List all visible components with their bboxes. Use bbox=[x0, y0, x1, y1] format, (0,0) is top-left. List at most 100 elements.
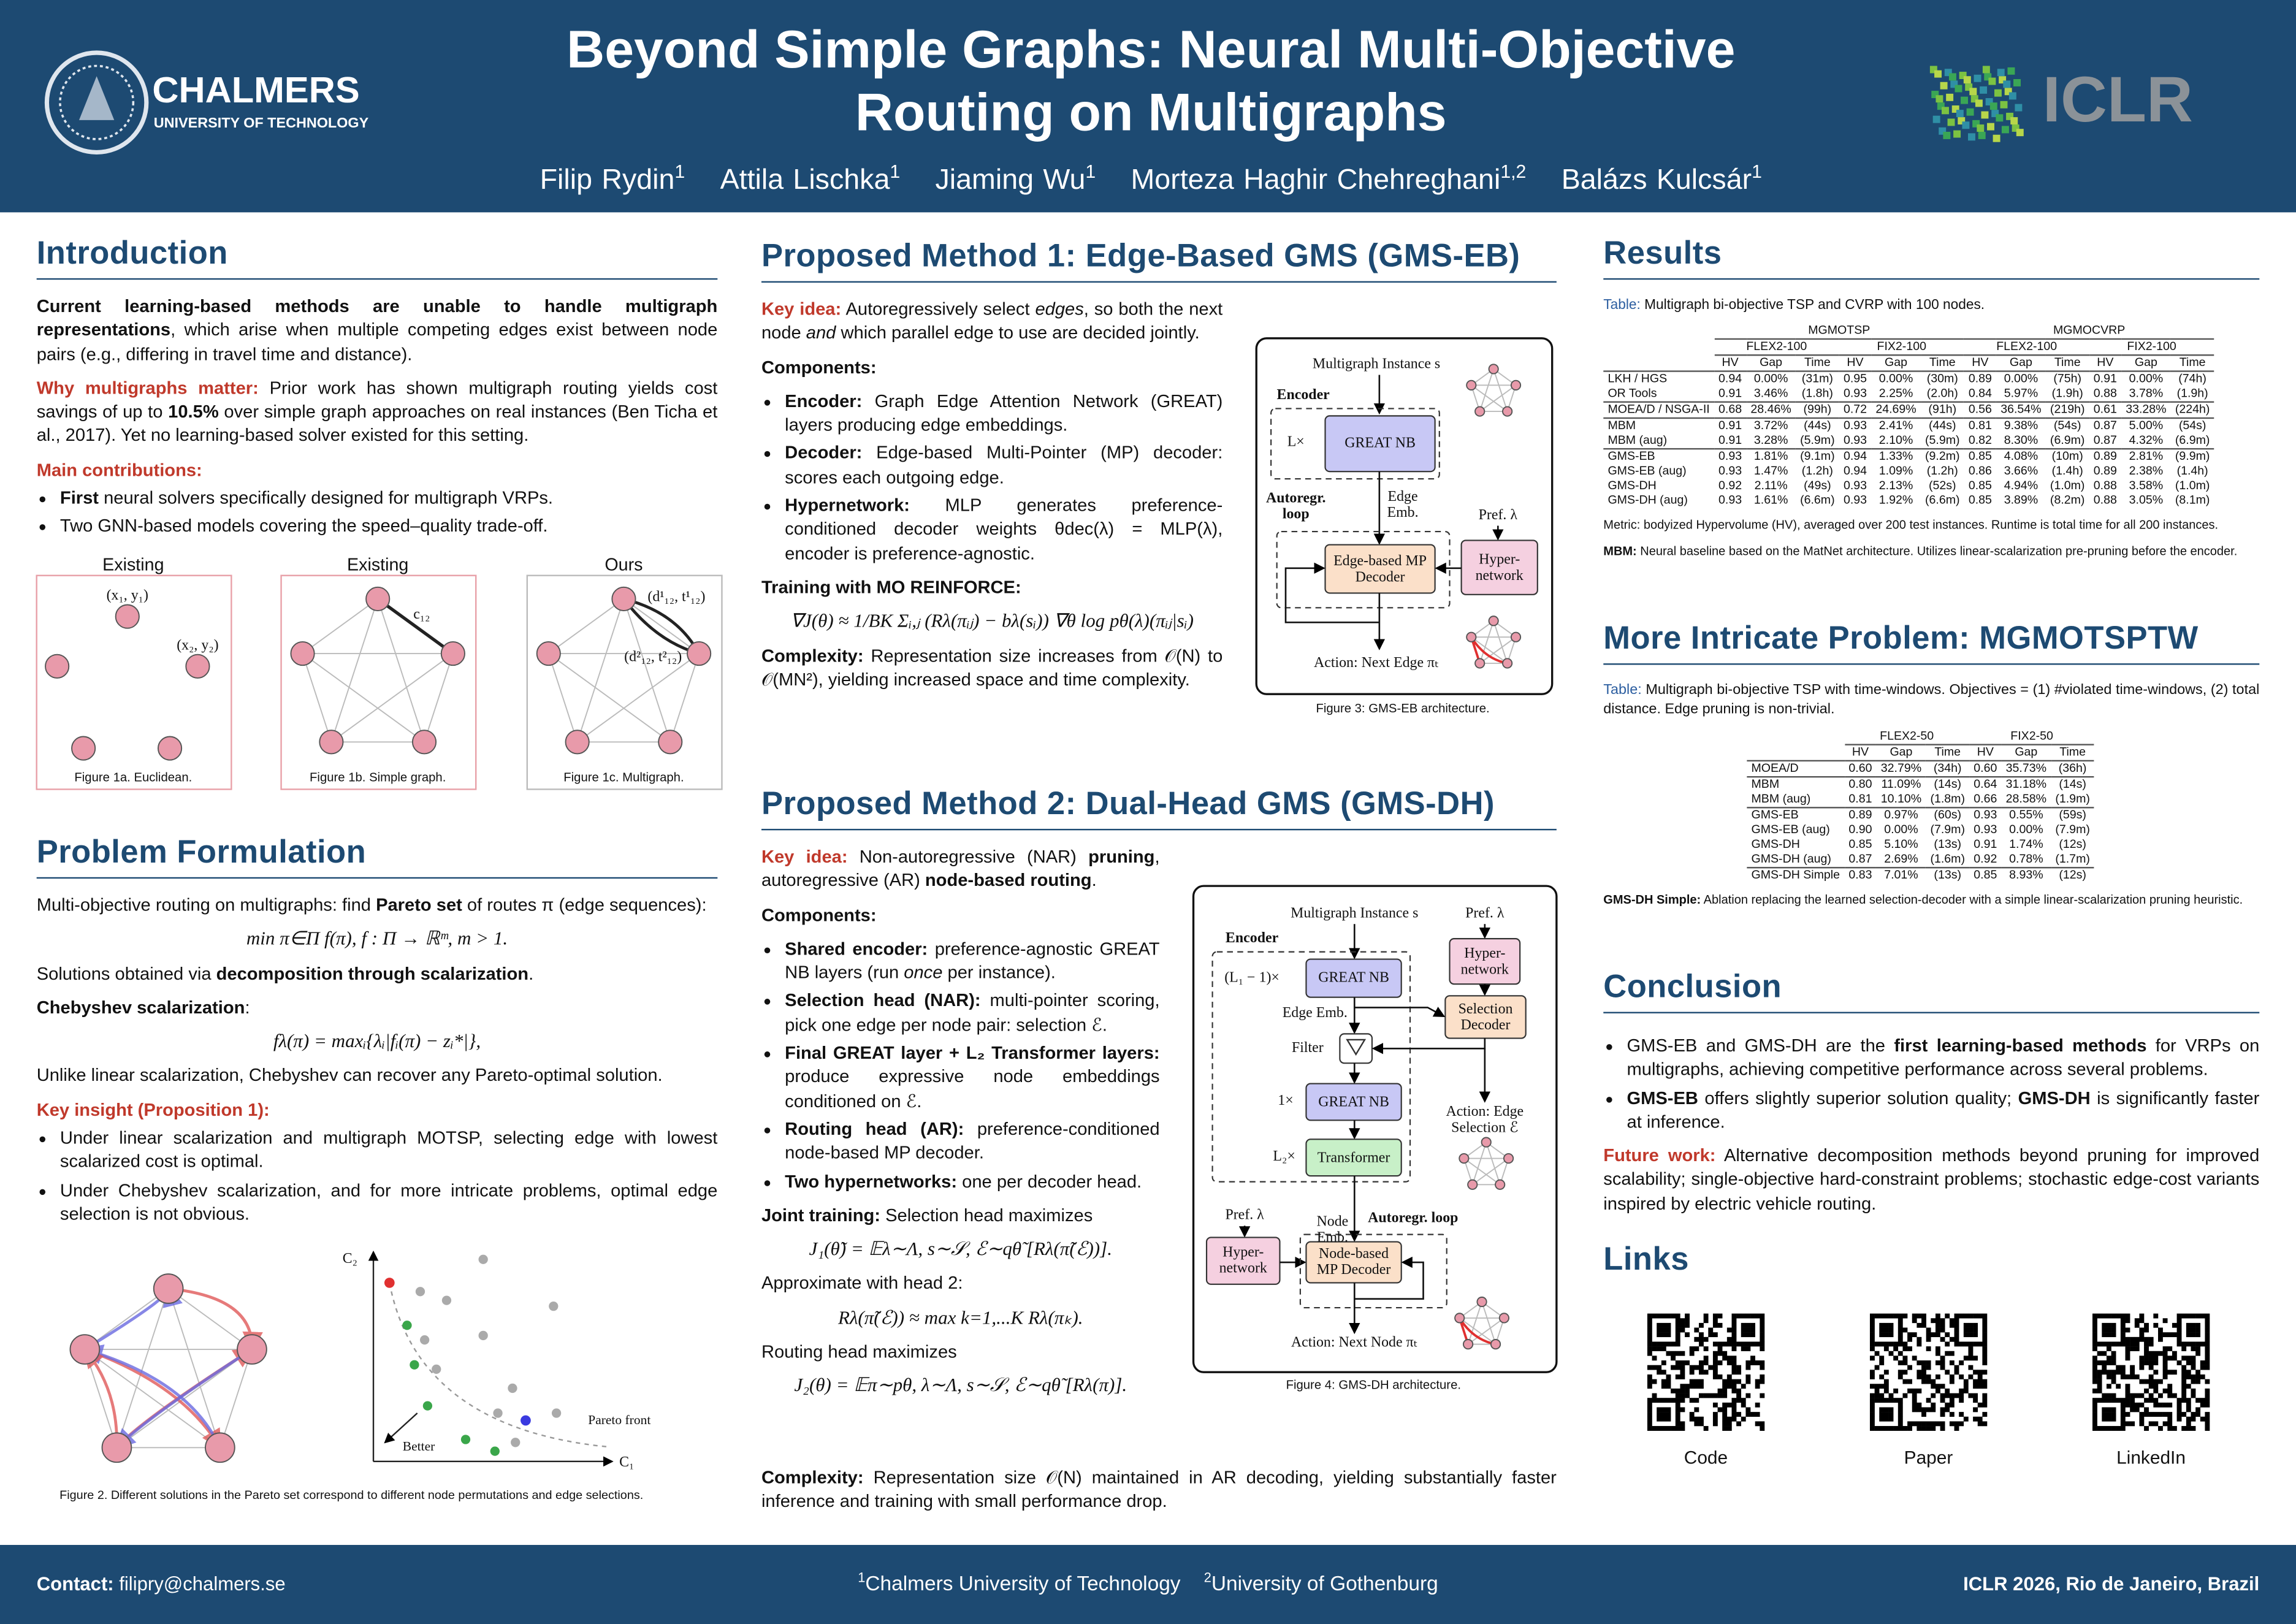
qr-module bbox=[1963, 1341, 1969, 1347]
qr-module bbox=[1726, 1336, 1732, 1342]
qr-module bbox=[1888, 1351, 1894, 1356]
qr-module bbox=[2111, 1332, 2116, 1338]
text-run: first learning-based methods bbox=[1894, 1035, 2147, 1056]
qr-module bbox=[2195, 1398, 2201, 1403]
qr-module bbox=[2172, 1332, 2177, 1338]
qr-module bbox=[1657, 1332, 1662, 1338]
qr-module bbox=[1926, 1336, 1931, 1342]
footer: Contact: filipry@chalmers.se 1Chalmers U… bbox=[0, 1545, 2296, 1624]
data-table: MGMOTSP MGMOCVRP FLEX2-100 FIX2-100 FLEX2-10… bbox=[1603, 323, 2214, 508]
qr-module bbox=[1959, 1421, 1964, 1427]
qr-module bbox=[1935, 1421, 1940, 1427]
qr-module bbox=[1657, 1341, 1662, 1347]
affiliation-number: 1 bbox=[858, 1569, 866, 1585]
qr-module bbox=[2092, 1318, 2097, 1324]
qr-module bbox=[1671, 1388, 1676, 1393]
qr-module bbox=[2134, 1318, 2140, 1324]
table-cell: 5.10% bbox=[1884, 837, 1918, 851]
qr-module bbox=[1703, 1360, 1709, 1365]
qr-module bbox=[1647, 1379, 1652, 1384]
figure-label: 1× bbox=[1278, 1093, 1294, 1110]
column-group: MGMOTSP bbox=[1714, 323, 1964, 340]
chalmers-logo: CHALMERS UNIVERSITY OF TECHNOLOGY bbox=[44, 50, 369, 155]
qr-module bbox=[1722, 1412, 1728, 1417]
text-run: Routing head (AR): bbox=[785, 1118, 964, 1140]
qr-module bbox=[2106, 1313, 2111, 1319]
bullet-list: Encoder: Graph Edge Attention Network (G… bbox=[761, 389, 1222, 565]
qr-module bbox=[1959, 1412, 1964, 1417]
qr-module bbox=[2181, 1384, 2187, 1389]
table-cell: 3.78% bbox=[2129, 386, 2164, 400]
qr-module bbox=[1694, 1407, 1699, 1412]
bullet-item: First neural solvers specifically design… bbox=[60, 486, 717, 510]
table-cell: 2.11% bbox=[1754, 479, 1788, 492]
table-cell: 0.56 bbox=[1964, 401, 1997, 418]
table-cell: 0.93 bbox=[1714, 448, 1747, 465]
qr-module bbox=[1982, 1379, 1988, 1384]
figure-label: Action: Edge Selection ℰ bbox=[1446, 1104, 1524, 1137]
qr-module bbox=[2195, 1379, 2201, 1384]
qr-module bbox=[1699, 1384, 1704, 1389]
qr-module bbox=[1680, 1384, 1685, 1389]
qr-module bbox=[1940, 1426, 1945, 1431]
qr-module bbox=[1874, 1426, 1880, 1431]
qr-module bbox=[1897, 1426, 1903, 1431]
qr-module bbox=[1722, 1426, 1728, 1431]
header-row: HV Gap Time HV Gap Time bbox=[1747, 745, 2094, 761]
text-run: Decoder: bbox=[785, 443, 863, 463]
qr-module bbox=[2148, 1360, 2154, 1365]
figure-label: (d¹₁₂, t¹₁₂) bbox=[647, 589, 706, 606]
qr-module bbox=[1926, 1360, 1931, 1365]
qr-module bbox=[1671, 1341, 1676, 1347]
qr-module bbox=[1869, 1332, 1875, 1338]
figure-label: GREAT NB bbox=[1318, 1094, 1389, 1110]
qr-module bbox=[1647, 1336, 1652, 1342]
table-cell: (1.8m) bbox=[1930, 792, 1965, 806]
text-run: Complexity: bbox=[761, 1467, 864, 1488]
graph-edge bbox=[376, 597, 454, 655]
qr-module bbox=[2191, 1360, 2196, 1365]
qr-module bbox=[1675, 1332, 1680, 1338]
table-cell: 0.87 bbox=[2089, 417, 2122, 434]
qr-module bbox=[1977, 1421, 1983, 1427]
qr-module bbox=[1973, 1379, 1978, 1384]
table-cell: 0.83 bbox=[1844, 867, 1877, 883]
column-header: HV bbox=[1977, 745, 1994, 759]
diagram-arrow bbox=[1354, 1256, 1424, 1300]
qr-module bbox=[1731, 1346, 1737, 1351]
qr-module bbox=[2205, 1388, 2210, 1393]
qr-module bbox=[2102, 1332, 2107, 1338]
qr-module bbox=[1897, 1360, 1903, 1365]
figure-label: LinkedIn bbox=[2116, 1447, 2186, 1468]
qr-module bbox=[1935, 1332, 1940, 1338]
graph-edge bbox=[1471, 384, 1508, 412]
qr-module bbox=[2176, 1398, 2182, 1403]
table-cell: 0.91 bbox=[1714, 417, 1747, 434]
graph-edge bbox=[424, 653, 454, 742]
qr-module bbox=[2139, 1421, 2145, 1427]
table-cell: 0.93 bbox=[1843, 493, 1867, 507]
qr-module bbox=[1675, 1318, 1680, 1324]
table-cell: 0.94 bbox=[1839, 448, 1872, 465]
qr-module bbox=[2195, 1374, 2201, 1379]
qr-module bbox=[2125, 1341, 2130, 1347]
qr-module bbox=[1712, 1322, 1718, 1328]
graph-node bbox=[205, 1432, 235, 1463]
qr-module bbox=[2153, 1398, 2159, 1403]
qr-module bbox=[1879, 1407, 1885, 1412]
qr-module bbox=[1745, 1341, 1751, 1347]
text-run: multi-pointer scoring, pick one edge per… bbox=[785, 990, 1160, 1035]
qr-module bbox=[1883, 1388, 1889, 1393]
qr-module bbox=[1745, 1313, 1751, 1319]
qr-module bbox=[1666, 1341, 1671, 1347]
qr-module bbox=[1699, 1322, 1704, 1328]
qr-module bbox=[2130, 1365, 2135, 1370]
qr-module bbox=[1675, 1402, 1680, 1408]
text-run: Edge-based Multi-Pointer (MP) decoder: s… bbox=[785, 443, 1223, 487]
qr-module bbox=[2176, 1416, 2182, 1422]
graph-edge bbox=[219, 1349, 253, 1448]
column-header: Gap bbox=[2009, 356, 2032, 369]
qr-module bbox=[2092, 1336, 2097, 1342]
qr-module bbox=[1760, 1379, 1765, 1384]
qr-module bbox=[1869, 1346, 1875, 1351]
